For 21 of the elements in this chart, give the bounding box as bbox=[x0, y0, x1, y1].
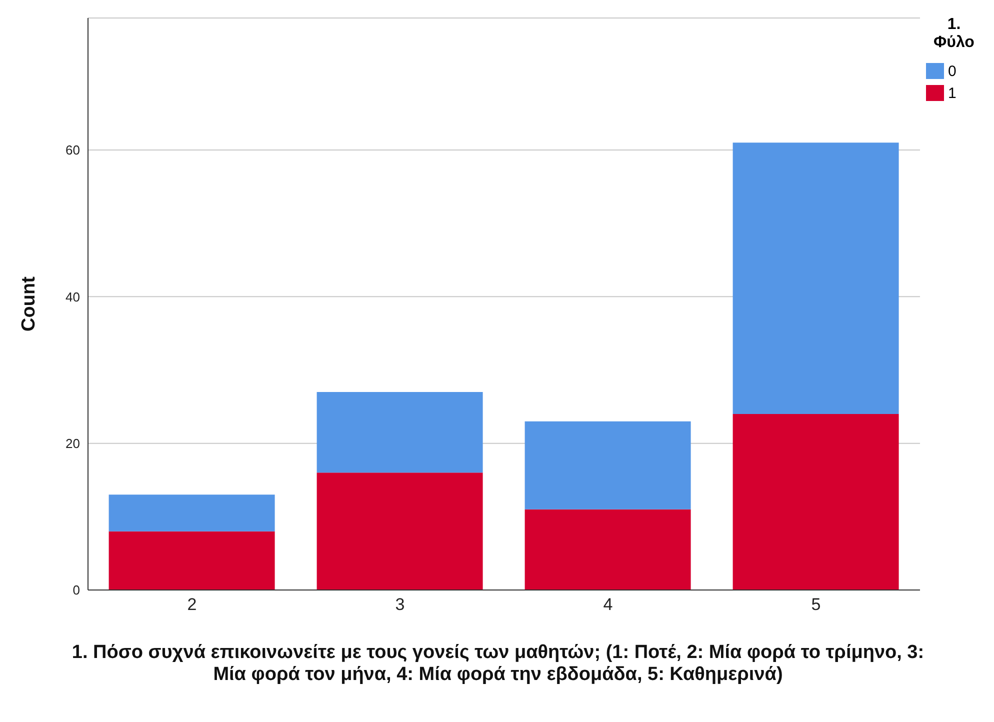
legend-title: 1. Φύλο bbox=[932, 16, 976, 52]
bar bbox=[524, 509, 691, 590]
bar bbox=[732, 142, 899, 414]
legend-label: 0 bbox=[948, 62, 956, 80]
bar bbox=[108, 494, 275, 532]
y-tick-label: 0 bbox=[72, 582, 80, 598]
y-tick-label: 60 bbox=[66, 142, 80, 158]
x-tick-label: 5 bbox=[811, 595, 821, 614]
bar bbox=[316, 392, 483, 473]
x-tick-label: 4 bbox=[603, 595, 613, 614]
bar bbox=[732, 414, 899, 590]
x-tick-label: 2 bbox=[187, 595, 197, 614]
legend-label: 1 bbox=[948, 84, 956, 102]
x-axis-title: 1. Πόσο συχνά επικοινωνείτε με τους γονείς των μαθητών; (1: Ποτέ, 2: Μία φορά το τρίμηνο, 3: Μία φορά τον μήνα, 4: Μία φορά την εβδομάδα, 5: Καθημερινά) bbox=[70, 642, 926, 686]
bar bbox=[108, 531, 275, 590]
y-tick-label: 40 bbox=[66, 289, 80, 304]
y-tick-label: 20 bbox=[66, 436, 80, 451]
x-tick-label: 3 bbox=[395, 595, 405, 614]
y-axis-title: Count bbox=[18, 276, 40, 332]
bar bbox=[316, 472, 483, 590]
bar bbox=[524, 421, 691, 510]
